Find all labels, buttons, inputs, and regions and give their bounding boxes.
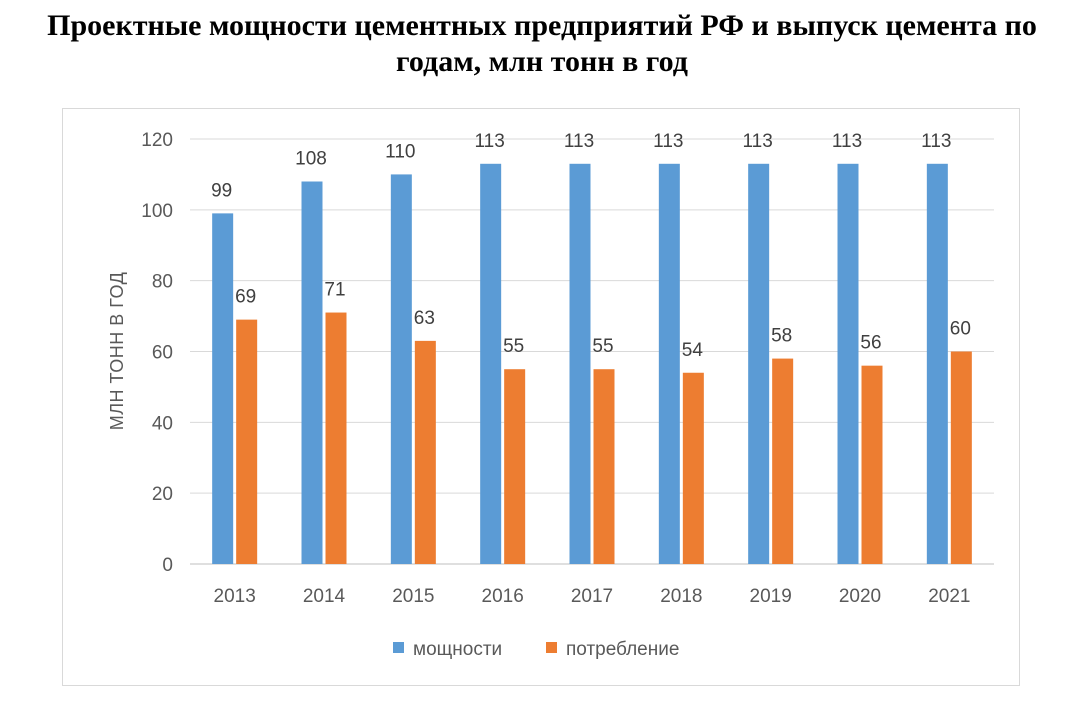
data-label-consumption: 60 [950, 319, 971, 340]
legend: мощности потребление [393, 639, 679, 660]
legend-label: мощности [413, 639, 502, 660]
gridlines [190, 138, 994, 565]
page-title-line-2: годам, млн тонн в год [396, 45, 688, 78]
y-axis-title: МЛН ТОНН В ГОД [107, 272, 127, 431]
data-label-capacity: 113 [653, 131, 683, 152]
data-label-consumption: 55 [503, 336, 524, 357]
data-label-capacity: 108 [295, 149, 327, 170]
y-tick-label: 40 [152, 413, 173, 434]
y-tick-label: 120 [141, 130, 173, 151]
legend-item-capacity: мощности [393, 639, 502, 660]
x-tick-label: 2017 [571, 586, 613, 607]
page-title-line-1: Проектные мощности цементных предприятий… [47, 9, 1037, 42]
bar-consumption [682, 372, 704, 564]
data-label-consumption: 63 [414, 308, 435, 329]
bar-capacity [301, 181, 323, 564]
y-tick-label: 20 [152, 484, 173, 505]
x-tick-label: 2019 [750, 586, 792, 607]
data-label-capacity: 113 [743, 131, 773, 152]
data-label-consumption: 54 [682, 340, 704, 361]
legend-item-consumption: потребление [546, 639, 679, 660]
x-tick-label: 2021 [928, 586, 970, 607]
bar-consumption [414, 340, 436, 564]
bar-consumption [772, 358, 794, 564]
y-axis-ticks: 0 20 40 60 80 100 120 [141, 130, 173, 576]
bar-capacity [658, 163, 680, 564]
data-label-capacity: 113 [921, 131, 951, 152]
data-label-capacity: 110 [385, 141, 415, 162]
bar-capacity [837, 163, 859, 564]
bar-consumption [861, 365, 883, 564]
y-tick-label: 100 [141, 201, 173, 222]
bar-consumption [236, 319, 258, 564]
data-labels: 99 69 108 71 110 63 113 55 113 55 113 54 113 58 113 56 1… [211, 131, 971, 361]
x-tick-label: 2018 [660, 586, 702, 607]
bar-consumption [325, 312, 347, 564]
data-label-consumption: 56 [860, 333, 881, 354]
page-title: Проектные мощности цементных предприятий… [0, 8, 1084, 80]
x-tick-label: 2015 [392, 586, 434, 607]
bar-consumption [593, 369, 615, 564]
legend-swatch [393, 642, 404, 653]
x-axis-ticks: 2013 2014 2015 2016 2017 2018 2019 2020 2021 [214, 586, 971, 607]
data-label-consumption: 58 [771, 326, 792, 347]
data-label-consumption: 69 [235, 287, 256, 308]
data-label-capacity: 99 [211, 180, 232, 201]
data-label-consumption: 71 [324, 280, 345, 301]
y-tick-label: 60 [152, 343, 173, 364]
y-tick-label: 80 [152, 272, 173, 293]
bar-consumption [950, 351, 972, 564]
bar-capacity [480, 163, 502, 564]
bars [212, 163, 972, 564]
x-tick-label: 2014 [303, 586, 346, 607]
x-tick-label: 2016 [482, 586, 524, 607]
bar-capacity [926, 163, 948, 564]
bar-capacity [569, 163, 591, 564]
legend-label: потребление [566, 639, 679, 660]
data-label-consumption: 55 [592, 336, 613, 357]
bar-consumption [504, 369, 526, 564]
data-label-capacity: 113 [564, 131, 594, 152]
x-tick-label: 2020 [839, 586, 881, 607]
y-tick-label: 0 [162, 555, 173, 576]
legend-swatch [546, 642, 557, 653]
bar-capacity [748, 163, 770, 564]
x-tick-label: 2013 [214, 586, 256, 607]
data-label-capacity: 113 [832, 131, 862, 152]
bar-capacity [390, 174, 412, 564]
data-label-capacity: 113 [475, 131, 505, 152]
bar-capacity [212, 213, 234, 564]
